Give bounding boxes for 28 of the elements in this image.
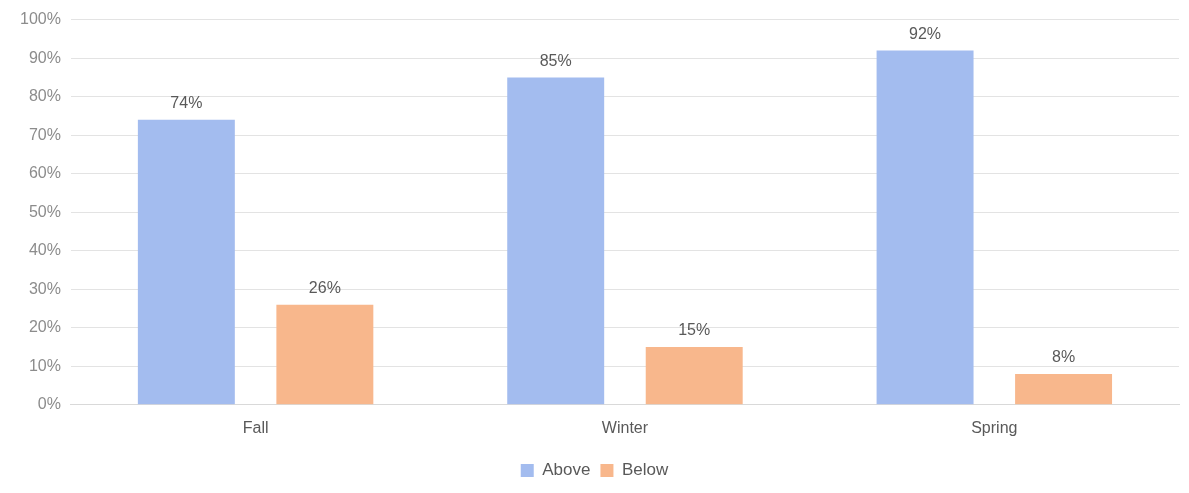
legend-label: Above [542, 460, 591, 480]
x-tick-label: Fall [242, 418, 269, 436]
data-label: 15% [678, 321, 711, 339]
y-tick-label: 0% [37, 395, 61, 413]
y-tick-label: 60% [28, 164, 61, 182]
y-tick-label: 70% [28, 125, 61, 143]
y-tick-label: 30% [28, 279, 61, 297]
y-tick-label: 10% [28, 356, 61, 374]
data-label: 26% [308, 279, 341, 297]
bar [137, 119, 235, 405]
x-tick-label: Winter [601, 418, 649, 436]
y-tick-label: 80% [28, 87, 61, 105]
bar [645, 347, 743, 405]
y-tick-label: 40% [28, 241, 61, 259]
x-tick-label: Spring [971, 418, 1018, 436]
data-label: 92% [909, 24, 942, 42]
bar [876, 50, 974, 405]
data-label: 85% [539, 51, 572, 69]
y-tick-label: 100% [20, 10, 61, 28]
data-label: 74% [170, 94, 203, 112]
bar [276, 304, 374, 405]
legend-label: Below [621, 460, 669, 480]
y-tick-label: 50% [28, 202, 61, 220]
bar [507, 77, 605, 405]
y-tick-label: 20% [28, 318, 61, 336]
data-label: 8% [1052, 348, 1076, 366]
y-tick-label: 90% [28, 48, 61, 66]
bar [1015, 373, 1113, 405]
